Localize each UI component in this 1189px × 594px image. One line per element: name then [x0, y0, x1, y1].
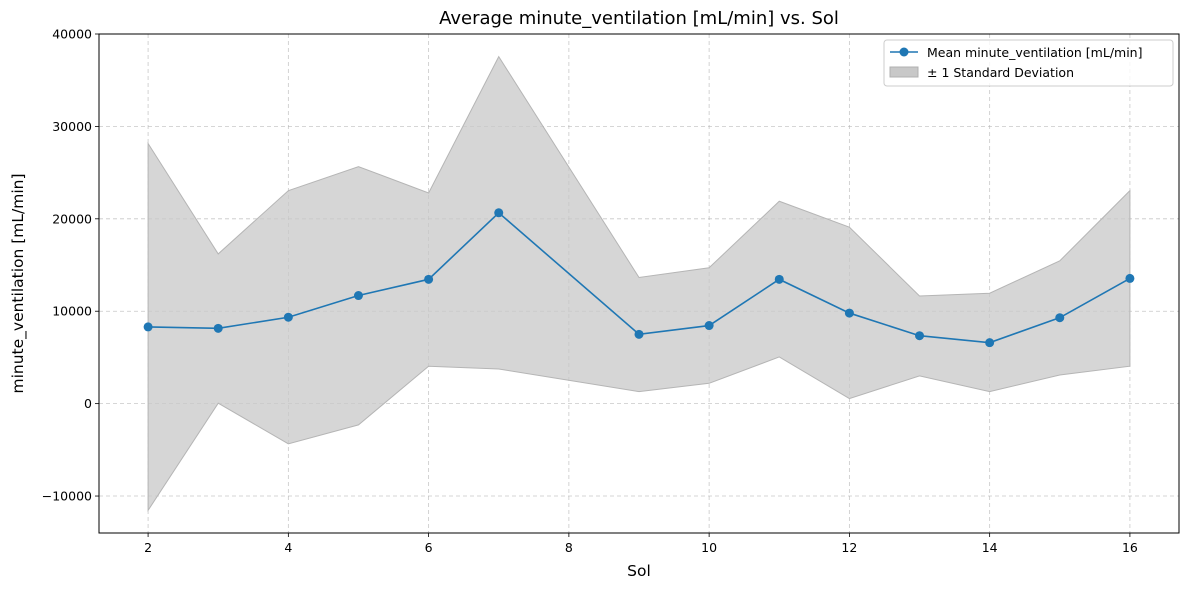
x-tick-label: 10 — [701, 540, 717, 555]
legend: Mean minute_ventilation [mL/min] ± 1 Sta… — [883, 39, 1174, 87]
y-axis-ticks: −10000 0 10000 20000 30000 40000 — [42, 27, 99, 504]
x-tick-label: 8 — [565, 540, 573, 555]
y-tick-label: 20000 — [52, 211, 92, 226]
mean-data-point — [353, 291, 363, 301]
mean-data-point — [704, 321, 714, 331]
mean-data-point — [1055, 313, 1065, 323]
mean-data-point — [915, 331, 925, 341]
legend-label-std: ± 1 Standard Deviation — [927, 65, 1074, 80]
legend-marker-swatch — [899, 47, 909, 57]
mean-data-point — [1125, 273, 1135, 283]
legend-band-swatch — [889, 66, 919, 78]
mean-data-point — [494, 208, 504, 218]
mean-data-point — [424, 274, 434, 284]
x-tick-label: 16 — [1122, 540, 1138, 555]
mean-data-point — [634, 329, 644, 339]
y-tick-label: 30000 — [52, 119, 92, 134]
chart-title: Average minute_ventilation [mL/min] vs. … — [439, 8, 839, 29]
std-band-layer — [147, 55, 1131, 513]
legend-box — [883, 39, 1174, 87]
plot-frame — [98, 33, 1180, 534]
mean-series-line — [148, 211, 1131, 344]
y-tick-label: −10000 — [42, 489, 92, 504]
std-band-area — [147, 55, 1131, 513]
x-tick-label: 2 — [144, 540, 152, 555]
mean-data-point — [985, 338, 995, 348]
y-axis-label: minute_ventilation [mL/min] — [9, 173, 28, 393]
x-axis-label: Sol — [627, 562, 651, 580]
mean-data-point — [213, 323, 223, 333]
y-tick-label: 40000 — [52, 27, 92, 42]
y-tick-label: 10000 — [52, 304, 92, 319]
mean-data-point — [283, 312, 293, 322]
x-tick-label: 4 — [284, 540, 292, 555]
mean-data-point — [844, 308, 854, 318]
mean-data-point — [143, 322, 153, 332]
legend-label-mean: Mean minute_ventilation [mL/min] — [927, 45, 1142, 60]
mean-data-point — [774, 274, 784, 284]
x-axis-ticks: 2 4 6 8 10 12 14 16 — [144, 533, 1138, 555]
x-tick-label: 14 — [982, 540, 998, 555]
y-tick-label: 0 — [84, 396, 92, 411]
series-layer — [143, 208, 1135, 348]
x-tick-label: 12 — [841, 540, 857, 555]
x-tick-label: 6 — [425, 540, 433, 555]
